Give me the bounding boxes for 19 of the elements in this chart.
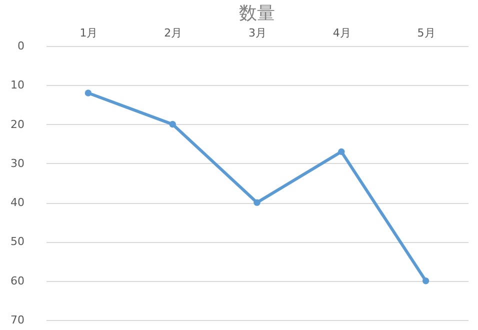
point	[169, 120, 176, 128]
chart-title: 数量	[239, 3, 275, 24]
y-tick-label: 10	[10, 78, 24, 92]
x-tick-label: 1月	[80, 26, 98, 40]
x-tick-label: 5月	[417, 26, 436, 40]
y-tick-label: 70	[10, 314, 24, 326]
point	[254, 199, 260, 206]
y-tick-label: 50	[10, 235, 24, 248]
point	[422, 278, 430, 284]
y-tick-label: 40	[10, 196, 24, 210]
point	[84, 90, 92, 96]
x-tick-label: 2月	[164, 26, 182, 40]
point	[338, 148, 345, 156]
y-tick-label: 30	[10, 156, 24, 170]
x-tick-label: 4月	[332, 26, 351, 40]
x-tick-label: 3月	[248, 26, 266, 40]
y-tick-label: 60	[10, 274, 24, 288]
y-tick-label: 20	[10, 118, 24, 131]
y-tick-label: 0	[18, 40, 24, 52]
